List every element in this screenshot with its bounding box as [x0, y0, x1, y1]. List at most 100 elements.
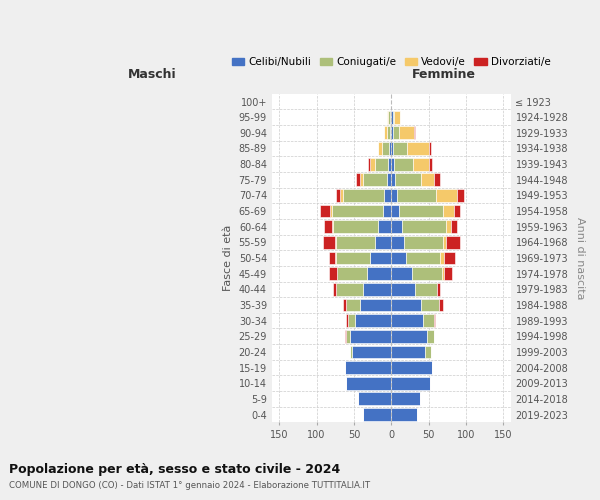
Bar: [391, 268, 412, 280]
Bar: [440, 252, 444, 264]
Bar: [401, 220, 446, 233]
Bar: [434, 174, 440, 186]
Bar: [350, 330, 391, 342]
Bar: [384, 126, 387, 139]
Bar: [391, 298, 421, 312]
Bar: [346, 298, 360, 312]
Bar: [343, 298, 346, 312]
Bar: [348, 314, 355, 327]
Bar: [427, 330, 434, 342]
Bar: [391, 252, 406, 264]
Bar: [391, 142, 394, 155]
Bar: [397, 189, 436, 202]
Bar: [363, 283, 391, 296]
Bar: [345, 361, 391, 374]
Bar: [394, 158, 413, 170]
Bar: [422, 314, 434, 327]
Bar: [392, 111, 394, 124]
Bar: [391, 204, 398, 218]
Bar: [388, 158, 391, 170]
Bar: [375, 158, 388, 170]
Bar: [340, 189, 343, 202]
Bar: [336, 236, 375, 249]
Bar: [391, 361, 432, 374]
Bar: [429, 142, 431, 155]
Bar: [336, 189, 340, 202]
Bar: [391, 189, 397, 202]
Bar: [333, 283, 336, 296]
Bar: [345, 330, 346, 342]
Bar: [375, 236, 391, 249]
Bar: [443, 236, 446, 249]
Bar: [336, 283, 363, 296]
Bar: [406, 252, 440, 264]
Bar: [442, 268, 444, 280]
Bar: [421, 174, 434, 186]
Bar: [391, 174, 395, 186]
Bar: [363, 174, 387, 186]
Bar: [437, 283, 440, 296]
Bar: [368, 158, 370, 170]
Bar: [394, 142, 407, 155]
Bar: [398, 126, 413, 139]
Bar: [387, 126, 390, 139]
Bar: [382, 142, 389, 155]
Bar: [323, 236, 335, 249]
Text: Maschi: Maschi: [128, 68, 177, 80]
Bar: [391, 283, 415, 296]
Bar: [391, 126, 392, 139]
Bar: [370, 252, 391, 264]
Bar: [330, 204, 332, 218]
Bar: [412, 268, 442, 280]
Bar: [343, 189, 385, 202]
Bar: [391, 314, 422, 327]
Bar: [391, 158, 394, 170]
Text: COMUNE DI DONGO (CO) - Dati ISTAT 1° gennaio 2024 - Elaborazione TUTTITALIA.IT: COMUNE DI DONGO (CO) - Dati ISTAT 1° gen…: [9, 481, 370, 490]
Bar: [390, 111, 391, 124]
Bar: [391, 408, 418, 421]
Bar: [370, 158, 375, 170]
Bar: [404, 236, 443, 249]
Text: Femmine: Femmine: [412, 68, 476, 80]
Text: Popolazione per età, sesso e stato civile - 2024: Popolazione per età, sesso e stato civil…: [9, 462, 340, 475]
Bar: [346, 377, 391, 390]
Bar: [436, 189, 457, 202]
Bar: [429, 158, 432, 170]
Bar: [350, 346, 352, 358]
Bar: [352, 346, 391, 358]
Bar: [454, 204, 460, 218]
Bar: [387, 174, 391, 186]
Bar: [444, 252, 455, 264]
Bar: [434, 314, 435, 327]
Bar: [329, 268, 337, 280]
Bar: [358, 392, 391, 406]
Y-axis label: Fasce di età: Fasce di età: [223, 225, 233, 291]
Bar: [335, 252, 336, 264]
Bar: [457, 189, 464, 202]
Bar: [391, 392, 419, 406]
Bar: [335, 236, 336, 249]
Bar: [388, 111, 390, 124]
Bar: [392, 126, 398, 139]
Bar: [439, 298, 443, 312]
Bar: [360, 174, 363, 186]
Bar: [421, 298, 439, 312]
Bar: [425, 346, 431, 358]
Bar: [332, 220, 333, 233]
Bar: [360, 298, 391, 312]
Bar: [329, 252, 335, 264]
Bar: [398, 204, 443, 218]
Bar: [391, 220, 401, 233]
Bar: [385, 189, 391, 202]
Bar: [387, 111, 388, 124]
Y-axis label: Anni di nascita: Anni di nascita: [575, 217, 585, 300]
Bar: [346, 314, 348, 327]
Bar: [324, 220, 332, 233]
Bar: [390, 126, 391, 139]
Bar: [395, 174, 421, 186]
Bar: [446, 220, 451, 233]
Bar: [391, 346, 425, 358]
Bar: [446, 236, 460, 249]
Bar: [413, 126, 415, 139]
Bar: [332, 204, 383, 218]
